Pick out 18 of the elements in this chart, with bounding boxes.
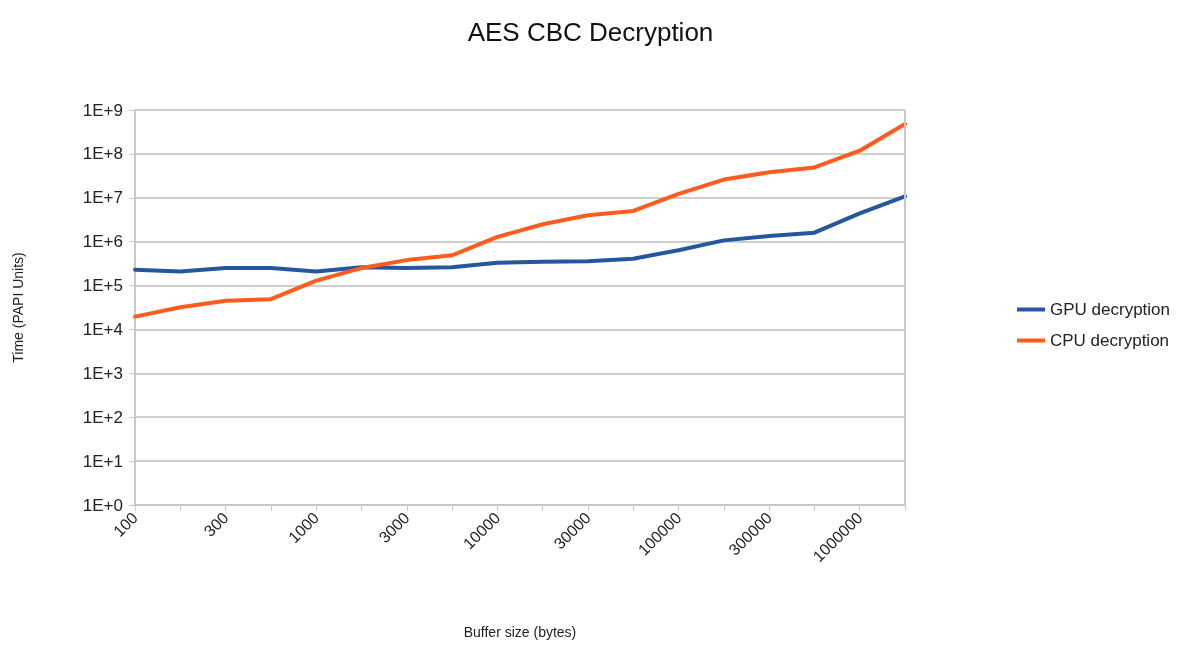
legend-label: CPU decryption xyxy=(1050,331,1170,350)
y-tick-label: 1E+8 xyxy=(82,144,123,164)
y-tick-label: 1E+3 xyxy=(82,363,123,383)
legend-label: GPU decryption xyxy=(1050,300,1170,319)
y-tick-label: 1E+1 xyxy=(82,451,123,471)
line-series xyxy=(133,194,907,274)
y-tick-label: 1E+5 xyxy=(82,276,123,296)
y-tick-label: 1E+6 xyxy=(82,232,123,252)
chart-title: AES CBC Decryption xyxy=(467,17,714,47)
line-series xyxy=(133,121,907,319)
y-axis-title: Time (PAPI Units) xyxy=(10,252,26,363)
y-tick-label: 1E+0 xyxy=(82,495,123,515)
y-tick-label: 1E+7 xyxy=(82,188,123,208)
y-tick-label: 1E+9 xyxy=(82,100,123,120)
y-tick-label: 1E+4 xyxy=(82,319,123,339)
x-tick-label: 300 xyxy=(200,508,232,540)
y-tick-label: 1E+2 xyxy=(82,407,123,427)
x-axis-title: Buffer size (bytes) xyxy=(463,624,577,640)
